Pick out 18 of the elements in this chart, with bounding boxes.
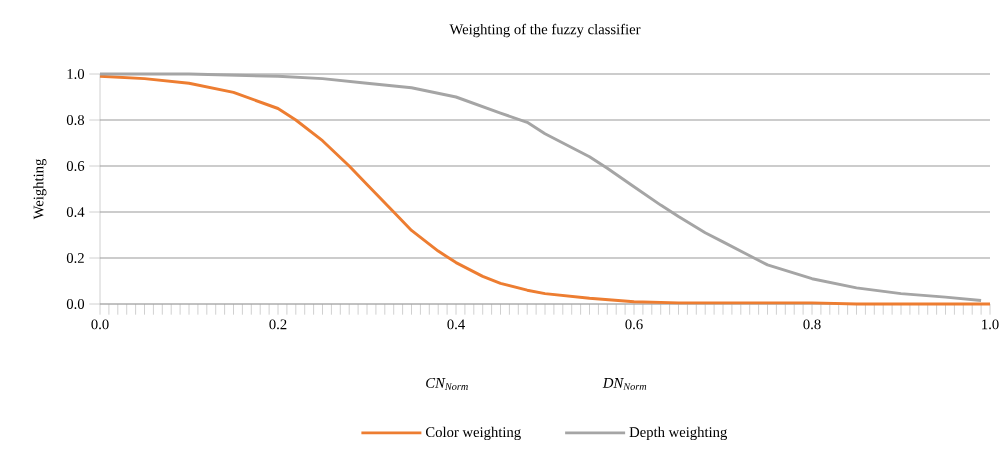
text: DN$_{Norm}$ bbox=[602, 378, 647, 390]
legend-label: Depth weighting bbox=[629, 426, 728, 441]
x-tick-label: 0.6 bbox=[625, 319, 643, 330]
y-tick-label: 0.8 bbox=[66, 115, 85, 125]
text: CN$_{Norm}$ bbox=[426, 378, 468, 391]
x-tick-label: 1.0 bbox=[982, 319, 999, 330]
x-tick-label: 0.2 bbox=[269, 319, 287, 330]
x-tick-label: 0.4 bbox=[447, 319, 465, 330]
y-tick-label: 0.6 bbox=[66, 161, 85, 171]
x-tick-label: 0.0 bbox=[91, 319, 109, 330]
y-tick-label: 0.4 bbox=[66, 207, 85, 217]
legend-label: Color weighting bbox=[425, 426, 521, 441]
y-tick-label: 1.0 bbox=[67, 69, 85, 79]
y-tick-label: 0.0 bbox=[66, 299, 85, 309]
x-tick-label: 0.8 bbox=[803, 319, 821, 330]
chart-title: Weighting of the fuzzy classifier bbox=[449, 23, 641, 38]
y-axis-title: Weighting bbox=[33, 158, 47, 220]
y-tick-label: 0.2 bbox=[66, 253, 84, 263]
